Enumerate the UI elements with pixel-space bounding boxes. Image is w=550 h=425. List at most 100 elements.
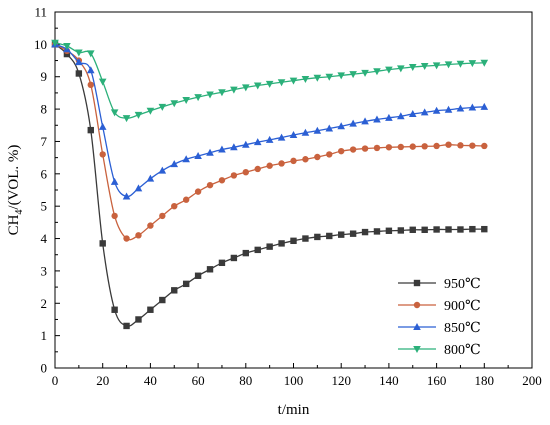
data-point: [480, 102, 489, 110]
data-point: [134, 184, 143, 192]
data-point: [408, 64, 417, 72]
data-point: [433, 226, 440, 233]
data-point: [290, 237, 297, 245]
data-point: [349, 146, 357, 153]
legend-marker: [413, 279, 421, 287]
y-axis-label-unit: /(VOL. %): [6, 145, 22, 210]
data-point: [349, 71, 357, 79]
data-point: [265, 80, 274, 88]
data-point: [99, 151, 106, 158]
data-point: [277, 79, 286, 87]
x-tick-label: 160: [427, 373, 447, 388]
series-line: [54, 42, 485, 119]
data-point: [290, 157, 297, 165]
data-point: [397, 227, 405, 234]
data-point: [337, 72, 345, 80]
data-point: [242, 140, 250, 148]
data-point: [194, 272, 202, 279]
data-point: [337, 122, 345, 130]
legend-marker: [413, 323, 421, 330]
data-point: [254, 246, 261, 254]
data-point: [122, 115, 131, 123]
data-point: [135, 232, 142, 239]
data-point: [289, 77, 298, 85]
data-point: [63, 50, 71, 58]
data-point: [326, 232, 333, 240]
legend-marker: [413, 301, 421, 309]
data-point: [218, 145, 226, 153]
series-1: [51, 41, 488, 242]
data-point: [373, 68, 381, 76]
data-point: [326, 151, 333, 158]
data-point: [385, 227, 393, 234]
data-point: [420, 108, 429, 116]
axes: 0 20 40 60 80 100 120 140 160 180 200 0 1 2 3 4 5 6 7 8 9 10 1…: [34, 5, 542, 389]
legend-item: 900℃: [398, 299, 481, 314]
data-point: [194, 94, 202, 102]
legend-label: 900℃: [444, 299, 481, 314]
data-point: [302, 235, 309, 242]
data-point: [206, 148, 214, 156]
legend-item: 850℃: [398, 321, 481, 336]
data-point: [433, 142, 440, 150]
data-point: [253, 82, 262, 90]
data-point: [469, 225, 476, 233]
y-tick-label: 10: [34, 37, 47, 52]
data-point: [158, 166, 167, 174]
data-point: [122, 192, 131, 200]
y-tick-label: 5: [41, 199, 48, 214]
series-line: [54, 43, 485, 198]
data-point: [444, 105, 453, 113]
data-point: [397, 65, 405, 73]
data-point: [325, 73, 334, 81]
data-point: [481, 142, 488, 150]
data-point: [134, 111, 143, 119]
data-point: [146, 174, 155, 182]
data-point: [86, 50, 95, 58]
data-point: [194, 188, 202, 195]
data-point: [421, 226, 428, 234]
y-tick-label: 6: [41, 166, 48, 181]
data-point: [171, 202, 178, 210]
y-tick-label: 9: [41, 69, 48, 84]
data-point: [301, 75, 310, 83]
data-point: [51, 39, 59, 47]
x-tick-label: 200: [522, 373, 542, 388]
data-point: [397, 112, 405, 120]
data-point: [457, 142, 464, 149]
data-point: [159, 212, 166, 220]
data-point: [206, 91, 214, 99]
data-point: [99, 240, 106, 247]
data-point: [361, 69, 369, 77]
data-point: [408, 109, 417, 117]
data-point: [242, 84, 250, 92]
data-point: [182, 280, 190, 288]
y-axis-label: CH4/(VOL. %): [6, 145, 25, 236]
data-point: [421, 143, 428, 150]
data-point: [170, 100, 179, 108]
data-point: [313, 74, 322, 82]
data-point: [338, 147, 345, 155]
data-point: [409, 226, 416, 234]
data-point: [457, 226, 464, 233]
y-tick-label: 2: [41, 296, 48, 311]
data-point: [265, 135, 274, 143]
series-layer: [51, 39, 489, 330]
data-point: [230, 143, 238, 151]
data-point: [170, 160, 179, 168]
legend-label: 950℃: [444, 277, 481, 292]
data-point: [385, 66, 393, 74]
data-point: [182, 196, 190, 203]
x-tick-label: 180: [475, 373, 495, 388]
data-point: [123, 235, 130, 242]
y-tick-label: 7: [41, 134, 48, 149]
x-tick-label: 40: [144, 373, 157, 388]
data-point: [230, 86, 238, 94]
y-tick-label: 1: [41, 328, 48, 343]
data-point: [87, 126, 94, 134]
legend-item: 800℃: [398, 343, 481, 358]
data-point: [206, 266, 214, 273]
data-point: [110, 109, 119, 117]
data-point: [86, 66, 95, 74]
